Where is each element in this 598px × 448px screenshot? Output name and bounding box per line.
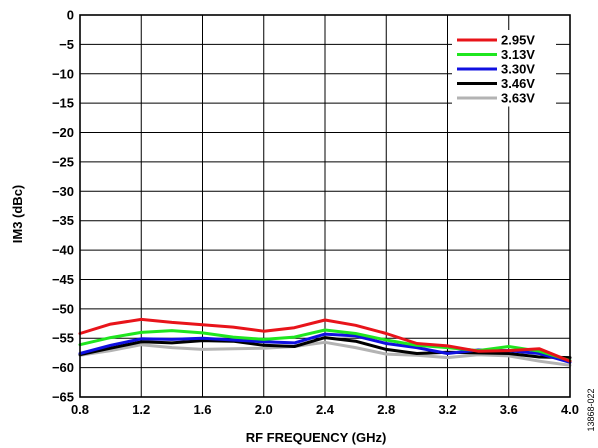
series-line-3.46V <box>78 336 572 360</box>
series-line-3.13V <box>78 328 572 363</box>
legend-label: 2.95V <box>501 33 535 48</box>
legend-label: 3.63V <box>501 91 535 106</box>
y-tick-label: −15 <box>52 96 74 111</box>
y-tick-label: −30 <box>52 184 74 199</box>
x-tick-label: 0.8 <box>71 402 89 417</box>
series-line-2.95V <box>78 317 572 363</box>
y-tick-label: −5 <box>59 37 74 52</box>
x-tick-label: 1.2 <box>132 402 150 417</box>
y-tick-label: −60 <box>52 360 74 375</box>
x-tick-labels: 0.8 1.2 1.6 2.0 2.4 2.8 3.2 3.6 4.0 <box>71 402 579 417</box>
x-tick-label: 3.2 <box>438 402 456 417</box>
y-tick-label: −55 <box>52 331 74 346</box>
x-tick-label: 2.0 <box>255 402 273 417</box>
y-axis-title: IM3 (dBc) <box>10 185 25 244</box>
y-tick-label: −45 <box>52 272 74 287</box>
y-tick-label: −40 <box>52 243 74 258</box>
y-tick-label: −35 <box>52 213 74 228</box>
legend-label: 3.30V <box>501 62 535 77</box>
figure-id: 13868-022 <box>586 388 596 431</box>
legend-label: 3.13V <box>501 47 535 62</box>
series-lines <box>78 317 572 367</box>
x-tick-label: 4.0 <box>561 402 579 417</box>
legend-label: 3.46V <box>501 76 535 91</box>
y-tick-label: −50 <box>52 301 74 316</box>
series-line-3.63V <box>78 340 572 367</box>
x-axis-title: RF FREQUENCY (GHz) <box>246 430 387 445</box>
y-tick-label: −65 <box>52 390 74 405</box>
x-tick-label: 1.6 <box>193 402 211 417</box>
y-tick-label: 0 <box>67 8 74 23</box>
plot-frame <box>79 14 571 398</box>
y-tick-label: −10 <box>52 66 74 81</box>
y-tick-label: −25 <box>52 154 74 169</box>
x-tick-label: 3.6 <box>500 402 518 417</box>
x-tick-label: 2.8 <box>377 402 395 417</box>
y-tick-labels: 0 −5 −10 −15 −20 −25 −30 −35 −40 −45 −50 −55 −60 −65 <box>52 8 74 405</box>
y-tick-label: −20 <box>52 125 74 140</box>
x-tick-label: 2.4 <box>316 402 335 417</box>
